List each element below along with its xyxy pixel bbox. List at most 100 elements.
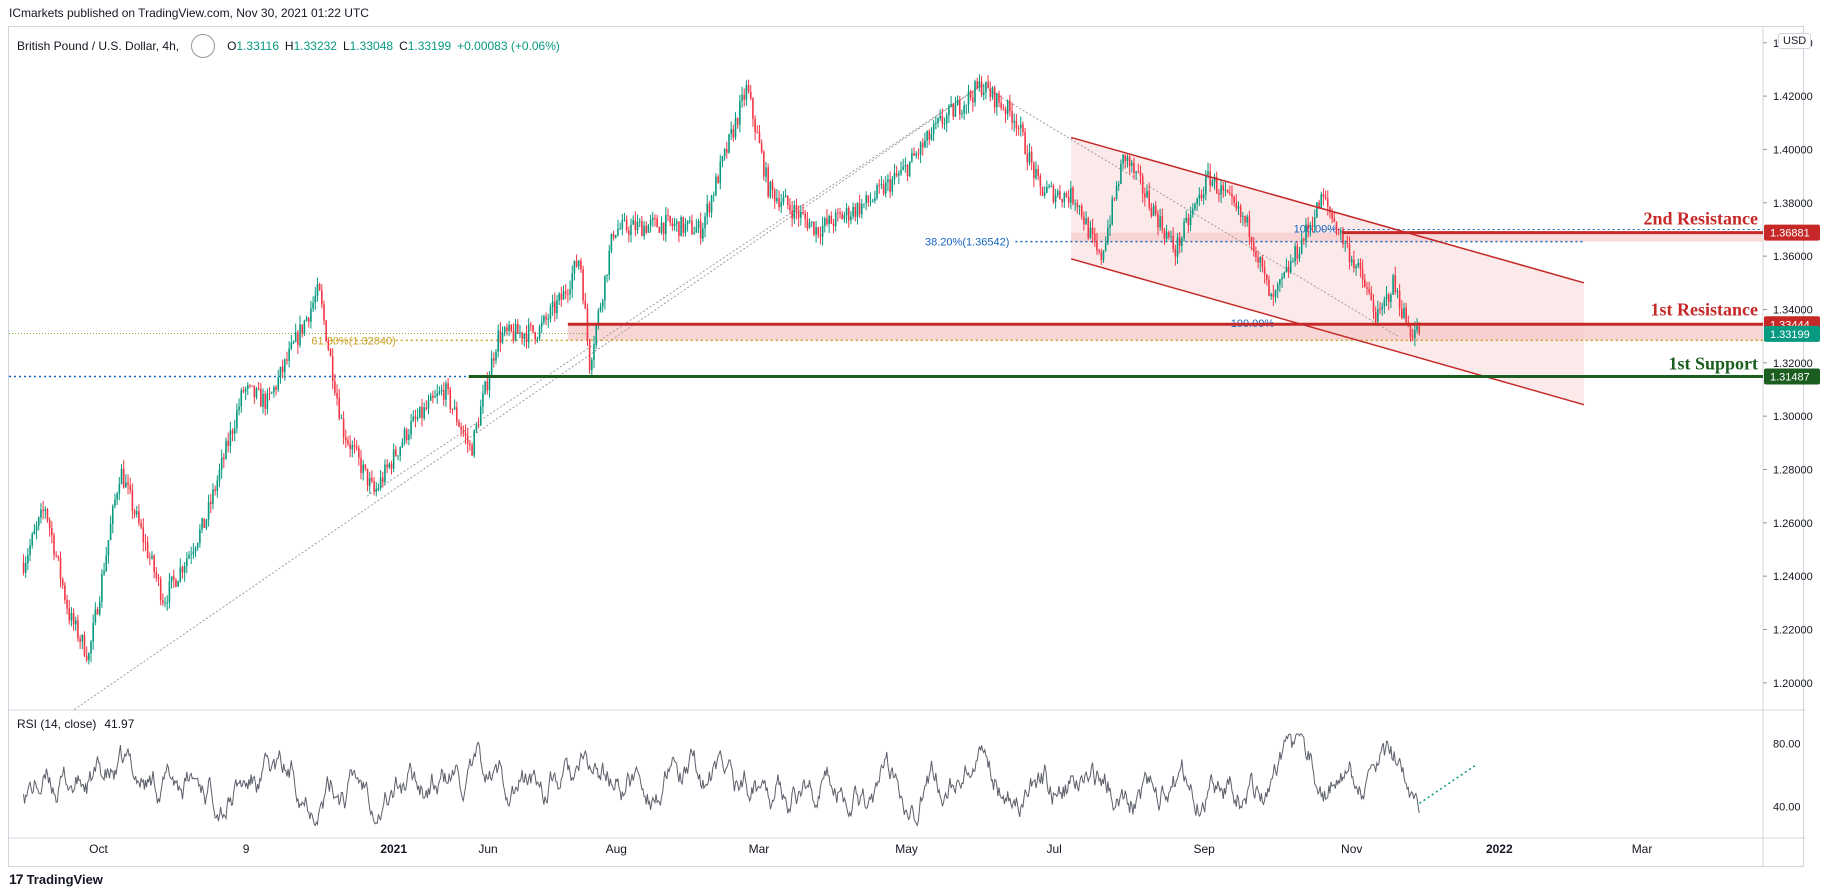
candle-body [386,464,388,468]
fib-618-label: 61.80%(1.32840) [311,335,395,347]
price-tag-bg [1764,325,1820,342]
candle-body [1185,217,1188,222]
candle-body [1363,279,1366,288]
candle-body [277,377,280,390]
candle-body [621,220,624,229]
candle-body [675,221,678,224]
candle-body [192,551,195,555]
candle-body [377,488,380,490]
candle-body [1233,196,1235,203]
candle-body [734,118,737,138]
candle-body [782,197,785,203]
candle-body [307,317,310,322]
candle-body [819,234,822,237]
price-tag-label: 1.31487 [1770,371,1810,383]
candle-body [1239,206,1242,218]
symbol-logo-icon[interactable] [191,34,216,58]
candle-body [246,385,249,389]
candle-body [325,320,327,342]
candle-body [264,393,267,409]
candle-body [800,211,802,218]
candle-body [125,482,127,488]
candle-body [1067,196,1070,203]
candle-body [453,407,456,410]
candle-body [1287,266,1290,273]
candle-body [680,217,682,237]
candle-body [464,432,467,436]
candle-body [83,635,86,656]
candle-body [1268,279,1270,297]
candle-body [1211,181,1214,186]
candle-body [1350,259,1353,263]
candle-body [684,223,687,233]
candle-body [98,601,101,615]
candle-body [488,376,491,391]
candle-body [142,527,145,543]
candle-body [1135,171,1137,174]
candle-body [1056,191,1059,196]
candle-body [906,165,909,176]
x-tick-label: 2022 [1486,842,1513,856]
candle-body [1357,262,1360,266]
candle-body [582,269,584,301]
candles [22,74,1421,665]
price-tag-bg [1764,368,1820,385]
candle-body [1242,216,1244,218]
candle-body [107,540,110,556]
candle-body [1207,171,1209,175]
candle-body [712,195,715,196]
candle-body [434,396,436,398]
candle-body [1259,257,1262,263]
candle-body [1385,294,1388,300]
candle-body [791,209,793,219]
candle-body [638,221,641,223]
candle-body [649,219,652,226]
candle-body [1039,175,1042,187]
footer-brand[interactable]: 17 TradingView [9,871,103,887]
candle-body [1043,192,1046,196]
candle-body [1405,307,1407,323]
candle-body [1131,162,1133,166]
candle-body [693,232,695,235]
x-tick-label: Oct [89,842,108,856]
candle-body [70,612,73,621]
candle-body [170,576,173,582]
candle-body [1411,337,1414,338]
candle-body [577,260,580,267]
candle-body [1157,213,1159,228]
candle-body [1248,216,1251,238]
candle-body [867,195,870,203]
candle-body [199,529,201,544]
candle-body [869,201,872,203]
price-change: +0.00083 (+0.06%) [457,39,560,53]
candle-body [1150,207,1153,216]
candle-body [85,655,88,661]
candle-body [763,152,765,177]
candle-body [286,359,288,361]
candle-body [162,600,164,604]
candle-body [665,215,667,235]
candle-body [826,218,828,225]
candle-body [547,319,550,320]
candle-body [1033,162,1035,179]
candle-body [475,424,478,431]
candle-body [66,599,68,609]
candle-body [948,105,950,116]
candle-body [1390,294,1392,302]
candle-body [440,390,443,392]
candle-body [327,341,330,350]
ohlc-close: C1.33199 [399,39,452,53]
candle-body [1159,216,1161,228]
candle-body [72,612,75,625]
candle-body [591,359,593,371]
candle-body [1294,246,1296,262]
candle-body [540,322,543,327]
candle-body [1111,198,1114,225]
currency-label[interactable]: USD [1778,33,1812,49]
candle-body [963,105,965,114]
candle-body [364,464,367,469]
candle-body [1100,251,1103,261]
candle-body [691,220,693,235]
candle-body [771,181,774,190]
